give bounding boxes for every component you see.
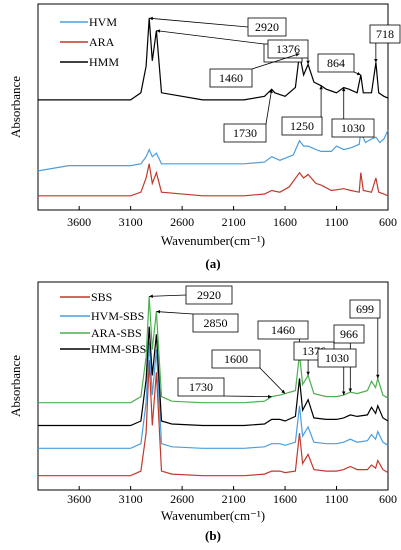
y-axis-label: Absorbance (8, 355, 23, 417)
series-line-hvm-sbs (38, 341, 389, 449)
annotation-arrowhead (319, 85, 323, 90)
x-tick-label: 600 (379, 492, 397, 506)
series-line-hmm (38, 18, 389, 101)
annotation-arrowhead (156, 29, 161, 33)
annotation-arrow (156, 311, 194, 315)
annotation-box (331, 118, 375, 138)
annotation-label: 1730 (233, 126, 257, 140)
legend-label: ARA-SBS (91, 326, 142, 340)
x-tick-label: 2600 (170, 492, 194, 506)
annotation-box (223, 123, 267, 143)
annotation-box (185, 285, 233, 305)
annotation-arrowhead (149, 16, 153, 21)
annotation-label: 718 (376, 27, 394, 41)
annotation-arrowhead (341, 87, 346, 92)
annotation-label: 1460 (219, 71, 243, 85)
annotation-label: 1030 (341, 121, 365, 135)
annotation-box (177, 377, 225, 397)
legend-label: HMM-SBS (91, 342, 146, 356)
annotation-arrowhead (341, 391, 346, 396)
annotation-arrow (265, 89, 273, 125)
annotation-box (281, 116, 323, 136)
annotation-box (257, 320, 309, 340)
annotation-label: 2850 (204, 316, 228, 330)
x-tick-label: 1600 (273, 492, 297, 506)
annotation-box (317, 348, 357, 368)
panel-label: (b) (205, 528, 221, 543)
annotation-box (211, 349, 261, 369)
x-tick-label: 3600 (67, 215, 91, 229)
x-tick-label: 1100 (325, 492, 349, 506)
legend-label: SBS (91, 290, 112, 304)
x-tick-label: 3100 (119, 492, 143, 506)
plot-frame (37, 3, 389, 211)
x-axis-label: Wavenumber(cm⁻¹) (161, 233, 265, 248)
series-line-sbs (38, 360, 389, 477)
annotation-box (192, 313, 239, 333)
series-line-hvm (37, 129, 389, 172)
series-line-ara-sbs (38, 296, 389, 404)
annotation-arrow (149, 17, 249, 28)
x-tick-label: 2100 (222, 492, 246, 506)
y-axis-label: Absorbance (8, 76, 23, 138)
annotation-box (209, 68, 253, 88)
annotation-arrowhead (306, 371, 310, 376)
panel-label: (a) (205, 256, 220, 271)
annotation-arrowhead (268, 394, 272, 399)
annotation-label: 1600 (224, 352, 248, 366)
x-tick-label: 2600 (170, 215, 194, 229)
series-line-ara (38, 163, 389, 197)
annotation-arrowhead (281, 389, 286, 394)
annotation-arrow (156, 30, 265, 45)
annotation-label: 1250 (290, 119, 314, 133)
legend-label: ARA (89, 35, 115, 49)
annotation-label: 966 (340, 327, 358, 341)
annotation-arrowhead (348, 388, 353, 393)
x-axis-label: Wavenumber(cm⁻¹) (161, 508, 265, 523)
chart-panel-b: 3600 3100 2600 2100 1600 1100 600 Wavenumber(cm… (8, 281, 397, 543)
annotation-arrowhead (306, 60, 310, 65)
annotation-box (247, 17, 287, 37)
annotation-arrow (149, 294, 187, 297)
x-tick-label: 1100 (325, 215, 349, 229)
annotation-arrow (223, 395, 272, 398)
annotation-arrowhead (269, 89, 273, 94)
annotation-label: 1460 (271, 323, 295, 337)
legend-label: HMM (89, 55, 119, 69)
annotation-arrowhead (356, 71, 361, 76)
x-tick-label: 2100 (222, 215, 246, 229)
series-line-hmm-sbs (38, 326, 389, 427)
plot-frame (37, 281, 389, 491)
chart-panel-a: 3600 3100 2600 2100 1600 1100 600 Wavenumber(cm… (8, 3, 401, 271)
x-tick-label: 600 (379, 215, 397, 229)
annotation-arrowhead (149, 294, 153, 298)
annotation-label: 864 (327, 56, 345, 70)
annotation-box (369, 24, 401, 44)
annotation-box (317, 53, 355, 73)
legend-label: HVM-SBS (91, 309, 144, 323)
annotation-arrowhead (156, 310, 161, 314)
annotation-box (267, 39, 309, 59)
x-tick-label: 3100 (119, 215, 143, 229)
annotation-box (349, 299, 381, 319)
x-tick-label: 1600 (273, 215, 297, 229)
annotation-label: 1730 (189, 380, 213, 394)
x-tick-label: 3600 (67, 492, 91, 506)
annotation-box (333, 324, 365, 344)
annotation-label: 1030 (325, 351, 349, 365)
annotation-arrowhead (295, 53, 300, 57)
annotation-arrowhead (374, 59, 378, 63)
annotation-label: 1376 (276, 42, 300, 56)
annotation-label: 2920 (197, 288, 221, 302)
annotation-arrow (259, 367, 286, 394)
annotation-arrowhead (376, 374, 380, 379)
legend-label: HVM (89, 15, 117, 29)
annotation-label: 2920 (255, 20, 279, 34)
annotation-label: 699 (356, 302, 374, 316)
annotation-arrow (251, 53, 300, 70)
